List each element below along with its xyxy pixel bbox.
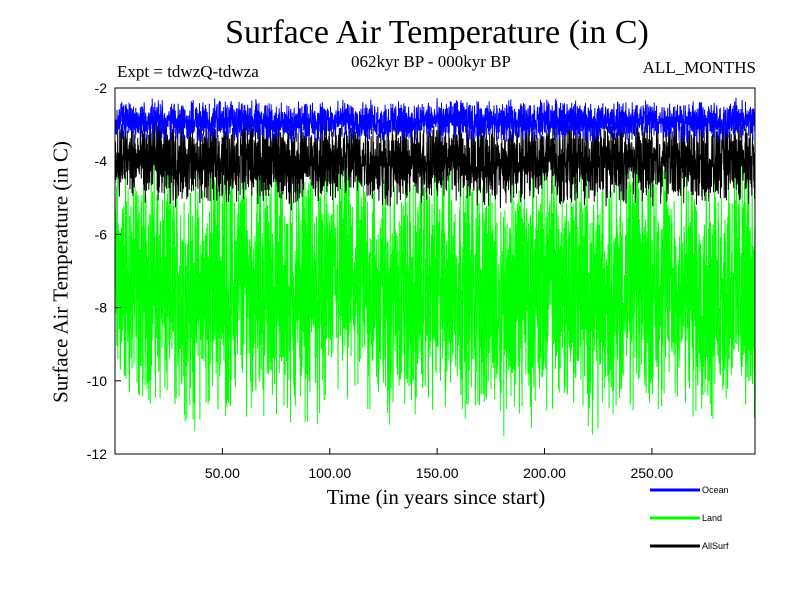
x-axis-label: Time (in years since start) xyxy=(326,485,546,509)
series-line-land xyxy=(114,146,756,436)
series-line-ocean xyxy=(114,97,756,143)
y-tick-label: -8 xyxy=(95,300,108,316)
series-layer xyxy=(114,97,756,436)
legend: Ocean Land AllSurf xyxy=(650,485,729,551)
y-tick-label: -10 xyxy=(87,373,107,389)
period-label: ALL_MONTHS xyxy=(642,58,756,77)
y-tick-label: -12 xyxy=(87,446,107,462)
legend-label-ocean: Ocean xyxy=(702,485,729,495)
x-tick-label: 150.00 xyxy=(416,465,459,481)
x-tick-label: 200.00 xyxy=(523,465,566,481)
x-tick-label: 100.00 xyxy=(308,465,351,481)
y-tick-label: -4 xyxy=(95,153,108,169)
chart-title: Surface Air Temperature (in C) xyxy=(225,14,649,51)
legend-label-allsurf: AllSurf xyxy=(702,541,729,551)
series-line-allsurf xyxy=(114,113,756,211)
tick-layer: 50.00 100.00 150.00 200.00 250.00 -2 -4 -6 -8 -10… xyxy=(87,80,674,481)
legend-label-land: Land xyxy=(702,513,722,523)
x-tick-label: 250.00 xyxy=(630,465,673,481)
chart-subtitle: 062kyr BP - 000kyr BP xyxy=(351,52,511,71)
x-tick-label: 50.00 xyxy=(205,465,240,481)
y-tick-label: -6 xyxy=(95,226,108,242)
plot-frame xyxy=(114,87,756,455)
y-tick-label: -2 xyxy=(95,80,108,96)
experiment-label: Expt = tdwzQ-tdwza xyxy=(117,62,259,81)
